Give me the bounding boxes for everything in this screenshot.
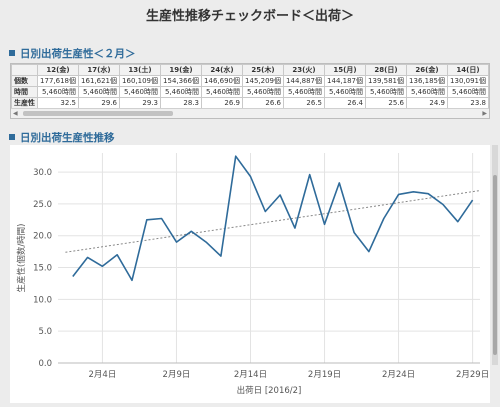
table-cell: 144,887個: [283, 75, 325, 87]
table-cell: 29.6: [78, 97, 120, 109]
vertical-scrollbar[interactable]: [492, 145, 498, 365]
scrollbar-thumb[interactable]: [23, 111, 173, 116]
table-cell: 24.9: [406, 97, 448, 109]
table-corner: [11, 64, 38, 76]
column-header-date: 24(水): [201, 64, 243, 76]
table-header-row: 12(金) 17(水) 13(土) 19(金) 24(水) 25(木) 23(火) 15(月)…: [11, 64, 489, 76]
table-cell: 154,366個: [160, 75, 202, 87]
productivity-line-chart: 0.0 5.0 10.0 15.0 20.0 25.0 30.0 2月4日 2月9日 2月14日 2…: [16, 153, 489, 396]
y-tick-label: 30.0: [33, 168, 52, 178]
table-cell: 5,460時間: [447, 86, 489, 98]
table-cell: 26.4: [324, 97, 366, 109]
trend-line: [65, 190, 481, 253]
table-cell: 145,209個: [242, 75, 284, 87]
table-cell: 5,460時間: [365, 86, 407, 98]
column-header-date: 13(土): [119, 64, 161, 76]
table-cell: 177,618個: [37, 75, 79, 87]
table-cell: 26.9: [201, 97, 243, 109]
count-row: 個数 177,618個 161,621個 160,109個 154,366個 146,69…: [11, 75, 489, 87]
section-marker-icon: [9, 134, 15, 140]
scroll-left-icon[interactable]: ◀: [13, 110, 18, 117]
table-cell: 5,460時間: [242, 86, 284, 98]
table-cell: 5,460時間: [283, 86, 325, 98]
table-cell: 144,187個: [324, 75, 366, 87]
x-tick-label: 2月9日: [163, 370, 191, 380]
table-cell: 130,091個: [447, 75, 489, 87]
table-cell: 136,185個: [406, 75, 448, 87]
horizontal-scrollbar[interactable]: ◀ ▶: [11, 108, 489, 118]
column-header-date: 15(月): [324, 64, 366, 76]
column-header-date: 14(日): [447, 64, 489, 76]
vertical-scrollbar-thumb[interactable]: [493, 175, 497, 355]
hours-row: 時間 5,460時間 5,460時間 5,460時間 5,460時間 5,460時間 5,4…: [11, 86, 489, 98]
page-title: 生産性推移チェックボード＜出荷＞: [145, 9, 354, 24]
table-section-title: 日別出荷生産性＜２月＞: [9, 46, 136, 61]
scroll-right-icon[interactable]: ▶: [482, 110, 487, 117]
chart-section-title-text: 日別出荷生産性推移: [20, 132, 115, 144]
productivity-table: 12(金) 17(水) 13(土) 19(金) 24(水) 25(木) 23(火) 15(月)…: [11, 64, 489, 109]
table-cell: 5,460時間: [160, 86, 202, 98]
productivity-row: 生産性 32.5 29.6 29.3 28.3 26.9 26.6 26.5 26.4 25.6 2…: [11, 97, 489, 109]
x-tick-label: 2月14日: [234, 370, 267, 380]
x-axis-label: 出荷日 [2016/2]: [237, 385, 302, 396]
x-tick-label: 2月19日: [308, 370, 341, 380]
row-label: 生産性: [11, 97, 38, 109]
table-cell: 161,621個: [78, 75, 120, 87]
y-axis-label: 生産性(個数/時間): [16, 224, 27, 293]
column-header-date: 19(金): [160, 64, 202, 76]
table-cell: 26.6: [242, 97, 284, 109]
table-cell: 5,460時間: [78, 86, 120, 98]
table-cell: 28.3: [160, 97, 202, 109]
section-marker-icon: [9, 50, 15, 56]
table-cell: 160,109個: [119, 75, 161, 87]
column-header-date: 28(日): [365, 64, 407, 76]
table-cell: 5,460時間: [37, 86, 79, 98]
y-tick-label: 25.0: [33, 200, 52, 210]
column-header-date: 25(木): [242, 64, 284, 76]
table-cell: 5,460時間: [119, 86, 161, 98]
chart-section-title: 日別出荷生産性推移: [9, 130, 115, 145]
x-tick-label: 2月29日: [456, 370, 489, 380]
productivity-table-container[interactable]: 12(金) 17(水) 13(土) 19(金) 24(水) 25(木) 23(火) 15(月)…: [10, 63, 490, 119]
column-header-date: 12(金): [37, 64, 79, 76]
chart-panel: 0.0 5.0 10.0 15.0 20.0 25.0 30.0 2月4日 2月9日 2月14日 2…: [10, 145, 490, 403]
y-tick-label: 0.0: [38, 359, 52, 369]
table-cell: 5,460時間: [201, 86, 243, 98]
table-cell: 32.5: [37, 97, 79, 109]
table-cell: 146,690個: [201, 75, 243, 87]
column-header-date: 17(水): [78, 64, 120, 76]
table-cell: 29.3: [119, 97, 161, 109]
column-header-date: 26(金): [406, 64, 448, 76]
table-cell: 5,460時間: [406, 86, 448, 98]
table-cell: 26.5: [283, 97, 325, 109]
y-tick-label: 5.0: [38, 327, 52, 337]
y-tick-label: 20.0: [33, 232, 52, 242]
series-line: [72, 155, 474, 282]
table-section-title-text: 日別出荷生産性＜２月＞: [20, 48, 136, 60]
column-header-date: 23(火): [283, 64, 325, 76]
y-tick-label: 10.0: [33, 295, 52, 305]
x-tick-label: 2月4日: [89, 370, 117, 380]
row-label: 個数: [11, 75, 38, 87]
y-tick-label: 15.0: [33, 264, 52, 274]
table-cell: 25.6: [365, 97, 407, 109]
table-cell: 139,581個: [365, 75, 407, 87]
x-tick-label: 2月24日: [382, 370, 415, 380]
table-cell: 23.8: [447, 97, 489, 109]
row-label: 時間: [11, 86, 38, 98]
table-cell: 5,460時間: [324, 86, 366, 98]
